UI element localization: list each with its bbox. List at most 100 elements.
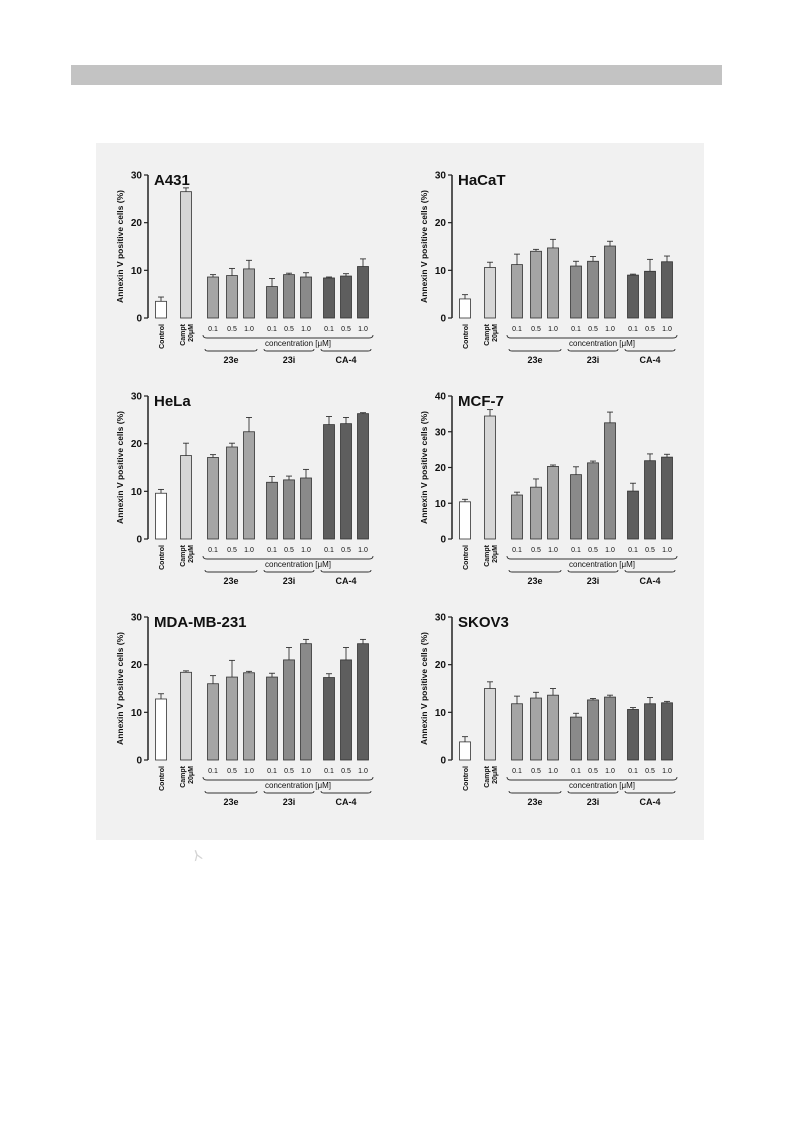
bar xyxy=(547,247,559,319)
y-tick-label: 10 xyxy=(435,266,447,277)
bar xyxy=(357,643,369,761)
chart-panel-hela: HeLa 0 10 20 30 Annexin V positive cells (%) C… xyxy=(115,392,374,586)
bar xyxy=(587,699,599,761)
dose-label: 1.0 xyxy=(548,768,558,775)
bar xyxy=(511,264,523,319)
bar xyxy=(459,501,471,540)
dose-label: 0.1 xyxy=(208,326,218,333)
bar xyxy=(484,688,496,761)
concentration-label: concentration [μM] xyxy=(569,339,635,348)
bar xyxy=(155,698,167,761)
dose-label: 0.1 xyxy=(267,547,277,554)
bar xyxy=(300,276,312,319)
bar xyxy=(207,276,219,319)
bar xyxy=(459,741,471,761)
group-bracket xyxy=(624,348,676,352)
y-tick-label: 20 xyxy=(435,463,447,474)
bar xyxy=(300,477,312,540)
category-label-control: Control xyxy=(463,766,470,791)
chart-panel-skov3: SKOV3 0 10 20 30 Annexin V positive cells (%)… xyxy=(419,613,678,807)
category-label-campt: Campt xyxy=(484,765,491,787)
bar xyxy=(530,486,542,540)
dose-label: 0.5 xyxy=(531,326,541,333)
bar xyxy=(226,446,238,540)
y-tick-label: 20 xyxy=(131,218,143,229)
bar xyxy=(661,456,673,540)
bar xyxy=(547,694,559,761)
bar xyxy=(570,716,582,761)
y-tick-label: 20 xyxy=(435,660,447,671)
bar xyxy=(587,462,599,540)
dose-label: 0.5 xyxy=(645,326,655,333)
bar xyxy=(340,423,352,540)
bar xyxy=(547,466,559,540)
bar xyxy=(357,413,369,540)
dose-label: 0.5 xyxy=(588,326,598,333)
concentration-bracket xyxy=(506,334,678,339)
y-tick-label: 30 xyxy=(131,613,143,624)
dose-label: 0.5 xyxy=(341,326,351,333)
dose-label: 1.0 xyxy=(662,326,672,333)
group-label: 23i xyxy=(587,355,600,365)
bar xyxy=(627,490,639,540)
dose-label: 0.1 xyxy=(324,326,334,333)
dose-label: 1.0 xyxy=(301,547,311,554)
bar xyxy=(570,474,582,540)
chart-panel-a431: A431 0 10 20 30 Annexin V positive cells (%) C… xyxy=(115,171,374,365)
group-label: CA-4 xyxy=(639,797,660,807)
group-label: 23i xyxy=(587,576,600,586)
category-label-campt-dose: 20μM xyxy=(492,324,499,342)
y-axis-label: Annexin V positive cells (%) xyxy=(419,411,429,524)
group-bracket xyxy=(567,569,619,573)
dose-label: 0.1 xyxy=(324,547,334,554)
bar xyxy=(587,260,599,319)
dose-label: 1.0 xyxy=(662,768,672,775)
bar xyxy=(530,250,542,319)
y-tick-label: 30 xyxy=(435,613,447,624)
concentration-label: concentration [μM] xyxy=(569,781,635,790)
y-tick-label: 0 xyxy=(440,535,446,546)
category-label-campt-dose: 20μM xyxy=(188,766,195,784)
dose-label: 0.1 xyxy=(208,547,218,554)
group-bracket xyxy=(567,790,619,794)
chart-title: HeLa xyxy=(154,393,191,410)
category-label-control: Control xyxy=(159,545,166,570)
bar xyxy=(604,245,616,319)
group-label: CA-4 xyxy=(639,576,660,586)
dose-label: 0.5 xyxy=(341,547,351,554)
chart-panel-mda-mb-231: MDA-MB-231 0 10 20 30 Annexin V positive cell… xyxy=(115,613,374,807)
group-bracket xyxy=(263,348,315,352)
category-label-campt: Campt xyxy=(180,765,187,787)
figure-panel: A431 0 10 20 30 Annexin V positive cells (%) C… xyxy=(96,143,704,840)
concentration-bracket xyxy=(202,776,374,781)
dose-label: 1.0 xyxy=(662,547,672,554)
dose-label: 0.1 xyxy=(628,326,638,333)
concentration-bracket xyxy=(202,555,374,560)
dose-label: 0.1 xyxy=(512,768,522,775)
y-tick-label: 30 xyxy=(435,427,447,438)
dose-label: 0.5 xyxy=(227,768,237,775)
group-label: CA-4 xyxy=(335,355,356,365)
group-bracket xyxy=(320,569,372,573)
group-bracket xyxy=(204,790,258,794)
chart-panel-mcf-7: MCF-7 0 10 20 30 40 Annexin V positive cells (… xyxy=(419,392,678,586)
group-bracket xyxy=(320,348,372,352)
bar xyxy=(180,671,192,761)
group-label: 23e xyxy=(223,355,238,365)
bar xyxy=(266,481,278,540)
concentration-label: concentration [μM] xyxy=(265,339,331,348)
dose-label: 0.1 xyxy=(208,768,218,775)
y-tick-label: 10 xyxy=(131,487,143,498)
dose-label: 0.5 xyxy=(227,326,237,333)
bar xyxy=(340,275,352,319)
dose-label: 0.1 xyxy=(628,768,638,775)
group-bracket xyxy=(508,569,562,573)
bar xyxy=(459,298,471,319)
group-bracket xyxy=(567,348,619,352)
bar xyxy=(644,270,656,319)
group-label: 23e xyxy=(527,797,542,807)
y-tick-label: 10 xyxy=(435,708,447,719)
dose-label: 1.0 xyxy=(358,768,368,775)
concentration-bracket xyxy=(202,334,374,339)
bar xyxy=(300,643,312,761)
